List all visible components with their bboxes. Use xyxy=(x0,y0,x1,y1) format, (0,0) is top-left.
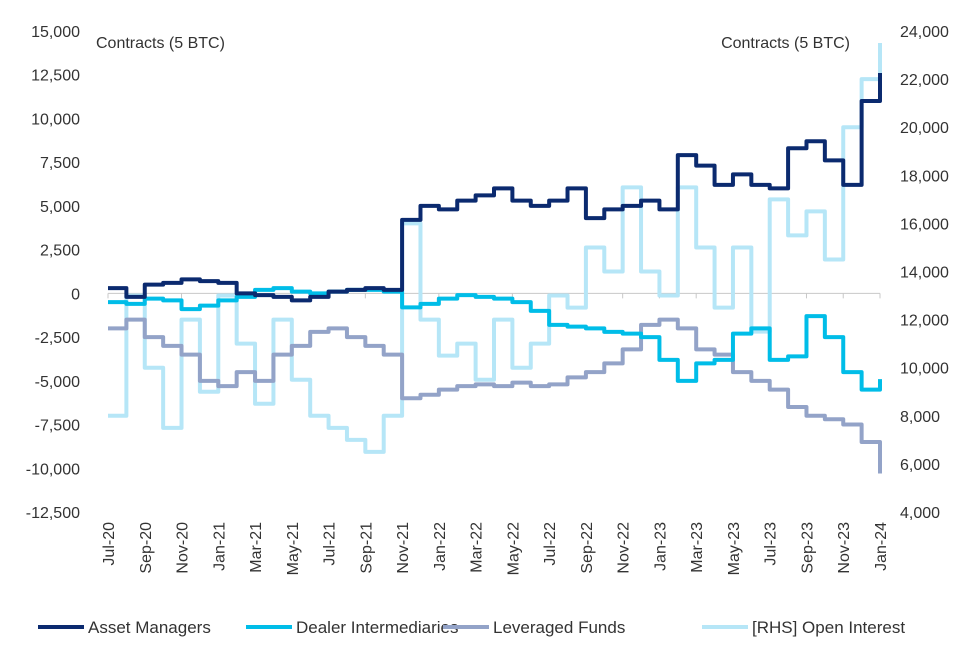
x-tick-label: Jul-22 xyxy=(542,522,559,566)
y-tick-label-right: 10,000 xyxy=(900,361,949,378)
x-tick-label: Jul-20 xyxy=(101,522,118,566)
x-tick-label: Sep-22 xyxy=(579,522,596,574)
x-tick-label: Nov-21 xyxy=(395,522,412,574)
series-line-asset-managers xyxy=(108,72,882,303)
y-tick-label-left: 15,000 xyxy=(31,24,80,41)
x-tick-label: Jan-24 xyxy=(873,522,890,571)
y-tick-label-left: -2,500 xyxy=(35,330,80,347)
y-tick-label-left: -7,500 xyxy=(35,418,80,435)
series-line-dealer-intermediaries xyxy=(108,286,882,392)
y-tick-label-right: 12,000 xyxy=(900,313,949,330)
y-tick-label-left: 5,000 xyxy=(40,199,80,216)
x-tick-label: Mar-22 xyxy=(469,522,486,573)
y-tick-label-left: 2,500 xyxy=(40,243,80,260)
x-tick-label: Nov-22 xyxy=(616,522,633,574)
legend-label: [RHS] Open Interest xyxy=(752,618,905,637)
series-lines xyxy=(108,43,882,474)
y-tick-label-right: 20,000 xyxy=(900,120,949,137)
x-tick-label: Jan-22 xyxy=(432,522,449,571)
y-tick-label-right: 16,000 xyxy=(900,216,949,233)
x-tick-label: Nov-23 xyxy=(836,522,853,574)
left-axis-unit-label: Contracts (5 BTC) xyxy=(96,35,225,52)
y-tick-label-left: -12,500 xyxy=(26,505,80,522)
x-tick-label: Sep-20 xyxy=(138,522,155,574)
y-tick-label-right: 4,000 xyxy=(900,505,940,522)
x-tick-label: Sep-21 xyxy=(358,522,375,574)
x-tick-label: Mar-23 xyxy=(689,522,706,573)
x-tick-label: Jul-21 xyxy=(322,522,339,566)
right-y-axis: 24,000 22,000 20,000 18,000 16,000 14,000 12,0… xyxy=(900,24,949,522)
y-tick-label-left: 10,000 xyxy=(31,111,80,128)
y-tick-label-right: 22,000 xyxy=(900,72,949,89)
y-tick-label-left: -5,000 xyxy=(35,374,80,391)
y-tick-label-left: 0 xyxy=(71,286,80,303)
legend-label: Leveraged Funds xyxy=(493,618,625,637)
series-line-rhs-open-interest xyxy=(108,43,882,454)
y-tick-label-right: 6,000 xyxy=(900,457,940,474)
y-tick-label-right: 24,000 xyxy=(900,24,949,41)
x-tick-label: Jul-23 xyxy=(763,522,780,566)
x-tick-label: Jan-21 xyxy=(211,522,228,571)
legend-label: Asset Managers xyxy=(88,618,211,637)
x-tick-label: Sep-23 xyxy=(799,522,816,574)
x-tick-label: Jan-23 xyxy=(652,522,669,571)
series-line-leveraged-funds xyxy=(108,317,882,474)
x-tick-label: May-22 xyxy=(505,522,522,575)
legend-label: Dealer Intermediaries xyxy=(296,618,459,637)
y-tick-label-right: 18,000 xyxy=(900,168,949,185)
x-axis: Jul-20 Sep-20 Nov-20 Jan-21 Mar-21 May-21 Jul-… xyxy=(101,293,890,575)
y-tick-label-right: 14,000 xyxy=(900,265,949,282)
right-axis-unit-label: Contracts (5 BTC) xyxy=(721,35,850,52)
y-tick-label-left: 12,500 xyxy=(31,68,80,85)
y-tick-label-right: 8,000 xyxy=(900,409,940,426)
y-tick-label-left: -10,000 xyxy=(26,461,80,478)
x-tick-label: Nov-20 xyxy=(175,522,192,574)
legend: Asset Managers Dealer Intermediaries Lever… xyxy=(38,618,905,637)
x-tick-label: May-21 xyxy=(285,522,302,575)
x-tick-label: Mar-21 xyxy=(248,522,265,573)
left-y-axis: 15,000 12,500 10,000 7,500 5,000 2,500 0 -2,500… xyxy=(26,24,80,522)
x-tick-label: May-23 xyxy=(726,522,743,575)
y-tick-label-left: 7,500 xyxy=(40,155,80,172)
